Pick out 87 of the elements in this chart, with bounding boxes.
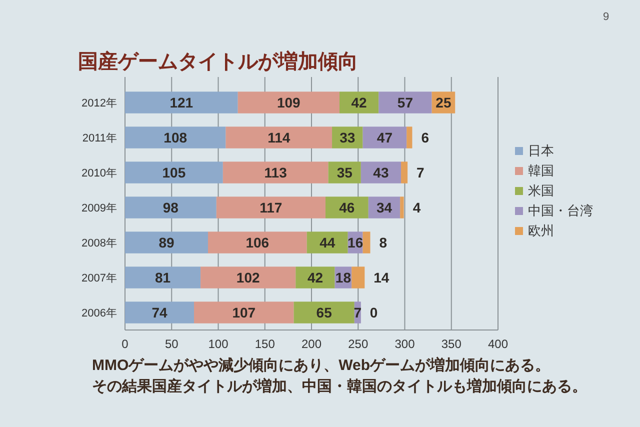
- legend-label: 韓国: [528, 163, 554, 178]
- bar: [125, 232, 208, 254]
- data-label: 121: [170, 94, 194, 110]
- data-label: 107: [232, 304, 256, 320]
- data-label: 109: [276, 94, 301, 110]
- bar: [208, 232, 307, 254]
- data-label: 47: [376, 130, 393, 146]
- bar: [294, 302, 354, 324]
- data-label: 89: [158, 234, 174, 250]
- bar: [222, 162, 328, 184]
- data-label: 117: [260, 200, 282, 216]
- bar: [238, 92, 340, 114]
- data-label: 34: [376, 200, 392, 216]
- x-tick-label: 400: [488, 337, 508, 351]
- y-tick-label: 2008年: [82, 238, 117, 250]
- legend-label: 中国・台湾: [528, 203, 593, 218]
- data-label: 33: [340, 130, 356, 146]
- data-label: 16: [348, 234, 364, 250]
- x-tick-label: 100: [208, 337, 229, 351]
- x-tick-label: 350: [441, 337, 462, 351]
- bar: [325, 196, 368, 218]
- bar: [401, 162, 408, 184]
- legend-label: 日本: [528, 143, 554, 158]
- data-label: 74: [152, 304, 168, 320]
- data-label: 25: [436, 94, 452, 110]
- bar: [400, 196, 404, 218]
- chart-title: 国産ゲームタイトルが増加傾向: [78, 50, 358, 73]
- data-label: 7: [416, 164, 425, 180]
- text: MMOゲームがやや減少傾向にあり、Webゲームが増加傾向にある。: [92, 356, 550, 374]
- data-label: 0: [370, 304, 378, 320]
- bar: [125, 162, 223, 184]
- bar: [406, 126, 412, 148]
- y-tick-label: 2007年: [82, 272, 117, 284]
- bar: [296, 266, 335, 288]
- y-tick-label: 2012年: [82, 98, 117, 110]
- y-tick-label: 2010年: [82, 168, 117, 180]
- x-tick-label: 200: [301, 337, 322, 351]
- x-tick-label: 250: [348, 337, 368, 351]
- legend-label: 欧州: [528, 223, 554, 238]
- data-label: 46: [339, 200, 355, 216]
- data-label: 65: [316, 304, 332, 320]
- bar: [125, 196, 216, 218]
- bar: [360, 162, 402, 184]
- bar: [125, 126, 226, 148]
- data-label: 44: [320, 234, 336, 250]
- data-label: 42: [351, 94, 368, 110]
- x-tick-label: 0: [122, 337, 129, 351]
- bar: [200, 266, 296, 288]
- data-label: 102: [236, 270, 260, 286]
- bar: [125, 302, 194, 324]
- data-label: 43: [373, 164, 389, 180]
- x-tick-label: 150: [254, 337, 276, 351]
- data-label: 35: [336, 164, 353, 180]
- x-tick-label: 300: [394, 337, 416, 351]
- bar: [194, 302, 294, 324]
- bar: [216, 196, 326, 218]
- data-label: 18: [335, 270, 352, 286]
- y-tick-label: 2011年: [82, 132, 117, 144]
- data-label: 105: [162, 164, 186, 180]
- data-label: 42: [307, 270, 324, 286]
- bar: [339, 92, 379, 114]
- bar: [352, 266, 365, 288]
- data-label: 6: [421, 130, 430, 146]
- y-tick-label: 2006年: [82, 308, 117, 320]
- bar: [306, 232, 348, 254]
- bar: [378, 92, 432, 114]
- data-label: 7: [354, 304, 362, 320]
- x-tick-label: 50: [164, 337, 179, 351]
- data-label: 113: [264, 164, 288, 180]
- y-tick-label: 2009年: [82, 202, 117, 214]
- data-label: 81: [154, 270, 171, 286]
- data-label: 8: [379, 234, 388, 250]
- bar: [226, 126, 332, 148]
- bar: [362, 232, 370, 254]
- data-label: 57: [397, 94, 414, 110]
- text: 9: [602, 11, 610, 23]
- text: その結果国産タイトルが増加、中国・韓国のタイトルも増加傾向にある。: [92, 377, 587, 395]
- data-label: 14: [374, 270, 390, 286]
- data-label: 106: [246, 234, 270, 250]
- bar: [125, 266, 201, 288]
- data-label: 114: [268, 130, 290, 146]
- legend-label: 米国: [528, 183, 554, 198]
- bar: [362, 126, 407, 148]
- data-label: 4: [412, 200, 421, 216]
- data-label: 108: [164, 130, 188, 146]
- data-label: 98: [162, 200, 179, 216]
- bar: [125, 92, 238, 114]
